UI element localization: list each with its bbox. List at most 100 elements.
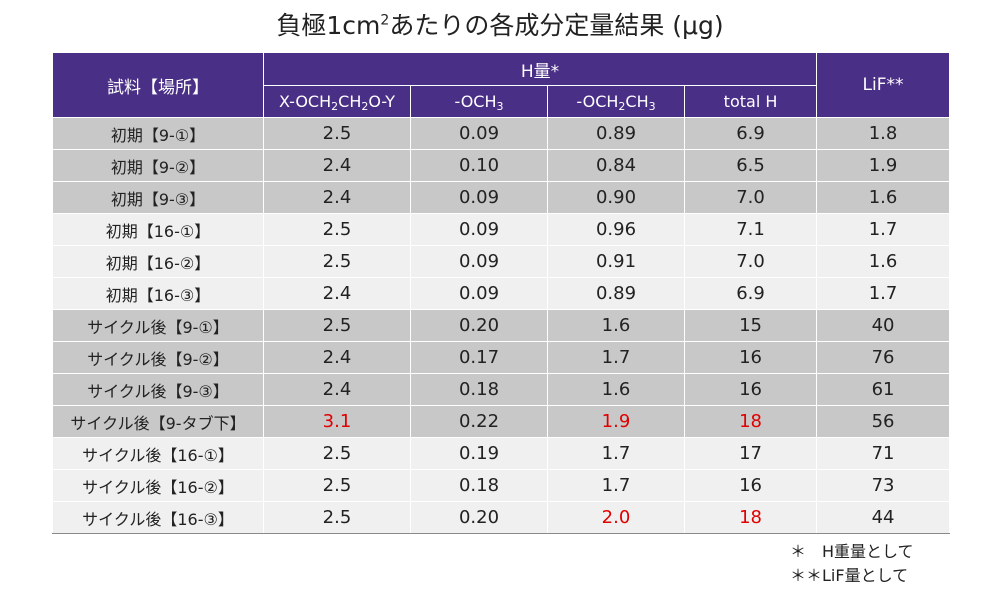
- cell-c4: 16: [683, 341, 818, 374]
- sample-name: サイクル後【9-①】: [52, 309, 264, 342]
- cell-c1: 2.4: [263, 181, 411, 214]
- cell-c2: 0.20: [410, 309, 548, 342]
- sample-name: 初期【9-③】: [52, 181, 264, 214]
- cell-c3: 0.89: [547, 117, 685, 150]
- cell-c5: 40: [816, 309, 951, 342]
- cell-c3: 1.7: [547, 469, 685, 502]
- cell-c2: 0.20: [410, 501, 548, 534]
- header-sub-4: total H: [683, 85, 818, 118]
- cell-c5: 1.7: [816, 213, 951, 246]
- cell-c1: 2.5: [263, 437, 411, 470]
- cell-c4: 16: [683, 469, 818, 502]
- cell-c5: 1.6: [816, 245, 951, 278]
- cell-c5: 71: [816, 437, 951, 470]
- cell-c5: 61: [816, 373, 951, 406]
- cell-c5: 1.9: [816, 149, 951, 182]
- cell-c4: 18: [683, 405, 818, 438]
- cell-c4: 6.5: [683, 149, 818, 182]
- table-row: サイクル後【9-③】 2.4 0.18 1.6 16 61: [52, 373, 951, 406]
- cell-c2: 0.09: [410, 245, 548, 278]
- cell-c5: 44: [816, 501, 951, 534]
- sample-name: サイクル後【9-③】: [52, 373, 264, 406]
- cell-c5: 1.7: [816, 277, 951, 310]
- cell-c5: 56: [816, 405, 951, 438]
- cell-c3: 0.90: [547, 181, 685, 214]
- cell-c4: 6.9: [683, 277, 818, 310]
- footnote-lif: ＊＊LiF量として: [790, 566, 909, 585]
- cell-c1: 2.4: [263, 373, 411, 406]
- cell-c1: 2.4: [263, 149, 411, 182]
- table-row: 初期【9-③】 2.4 0.09 0.90 7.0 1.6: [52, 181, 951, 214]
- table-row: 初期【16-①】 2.5 0.09 0.96 7.1 1.7: [52, 213, 951, 246]
- cell-c1: 2.5: [263, 245, 411, 278]
- cell-c3: 1.6: [547, 373, 685, 406]
- cell-c2: 0.18: [410, 373, 548, 406]
- table-row: サイクル後【9-①】 2.5 0.20 1.6 15 40: [52, 309, 951, 342]
- cell-c1: 2.5: [263, 213, 411, 246]
- cell-c5: 1.8: [816, 117, 951, 150]
- cell-c2: 0.17: [410, 341, 548, 374]
- cell-c2: 0.18: [410, 469, 548, 502]
- sample-name: 初期【9-①】: [52, 117, 264, 150]
- cell-c1: 2.5: [263, 117, 411, 150]
- table-row: 初期【9-①】 2.5 0.09 0.89 6.9 1.8: [52, 117, 951, 150]
- sample-name: 初期【16-③】: [52, 277, 264, 310]
- sample-name: サイクル後【16-①】: [52, 437, 264, 470]
- table-row: 初期【16-②】 2.5 0.09 0.91 7.0 1.6: [52, 245, 951, 278]
- cell-c3: 1.6: [547, 309, 685, 342]
- table-row: サイクル後【16-②】 2.5 0.18 1.7 16 73: [52, 469, 951, 502]
- cell-c2: 0.09: [410, 117, 548, 150]
- cell-c4: 7.0: [683, 181, 818, 214]
- cell-c1: 3.1: [263, 405, 411, 438]
- cell-c5: 76: [816, 341, 951, 374]
- cell-c3: 0.84: [547, 149, 685, 182]
- header-sub-3: -OCH2CH3: [547, 85, 685, 118]
- cell-c3: 1.9: [547, 405, 685, 438]
- cell-c2: 0.22: [410, 405, 548, 438]
- cell-c2: 0.09: [410, 277, 548, 310]
- cell-c4: 7.1: [683, 213, 818, 246]
- cell-c3: 0.96: [547, 213, 685, 246]
- cell-c1: 2.5: [263, 469, 411, 502]
- cell-c4: 18: [683, 501, 818, 534]
- header-lif: LiF**: [816, 52, 951, 118]
- cell-c4: 16: [683, 373, 818, 406]
- sample-name: サイクル後【9-タブ下】: [52, 405, 264, 438]
- cell-c5: 73: [816, 469, 951, 502]
- cell-c4: 7.0: [683, 245, 818, 278]
- cell-c2: 0.10: [410, 149, 548, 182]
- sample-name: 初期【9-②】: [52, 149, 264, 182]
- table-row: 初期【16-③】 2.4 0.09 0.89 6.9 1.7: [52, 277, 951, 310]
- cell-c3: 2.0: [547, 501, 685, 534]
- sample-name: 初期【16-①】: [52, 213, 264, 246]
- page-title: 負極1cm2あたりの各成分定量結果 (μg): [276, 11, 724, 40]
- cell-c1: 2.4: [263, 277, 411, 310]
- sample-name: サイクル後【9-②】: [52, 341, 264, 374]
- cell-c3: 1.7: [547, 341, 685, 374]
- header-sub-2: -OCH3: [410, 85, 548, 118]
- table-row: 初期【9-②】 2.4 0.10 0.84 6.5 1.9: [52, 149, 951, 182]
- cell-c2: 0.19: [410, 437, 548, 470]
- table-row: サイクル後【9-タブ下】 3.1 0.22 1.9 18 56: [52, 405, 951, 438]
- cell-c1: 2.5: [263, 501, 411, 534]
- results-table: 試料【場所】 H量* LiF** X-OCH2CH2O-Y -OCH3 -OCH2C…: [52, 52, 951, 534]
- table-row: サイクル後【16-③】 2.5 0.20 2.0 18 44: [52, 501, 951, 534]
- cell-c4: 17: [683, 437, 818, 470]
- cell-c5: 1.6: [816, 181, 951, 214]
- footnotes: ＊ H重量として ＊＊LiF量として: [790, 540, 914, 588]
- table-row: サイクル後【9-②】 2.4 0.17 1.7 16 76: [52, 341, 951, 374]
- cell-c1: 2.5: [263, 309, 411, 342]
- header-h-group: H量*: [262, 52, 818, 86]
- cell-c4: 6.9: [683, 117, 818, 150]
- cell-c2: 0.09: [410, 213, 548, 246]
- header-sub-1: X-OCH2CH2O-Y: [263, 85, 411, 118]
- cell-c3: 1.7: [547, 437, 685, 470]
- cell-c3: 0.91: [547, 245, 685, 278]
- table-row: サイクル後【16-①】 2.5 0.19 1.7 17 71: [52, 437, 951, 470]
- cell-c2: 0.09: [410, 181, 548, 214]
- sample-name: 初期【16-②】: [52, 245, 264, 278]
- header-sample: 試料【場所】: [52, 52, 264, 118]
- cell-c1: 2.4: [263, 341, 411, 374]
- sample-name: サイクル後【16-②】: [52, 469, 264, 502]
- cell-c4: 15: [683, 309, 818, 342]
